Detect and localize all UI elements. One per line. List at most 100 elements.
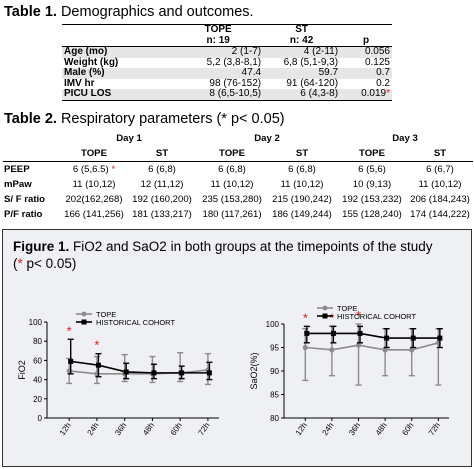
cell-p: 0.125 — [364, 56, 390, 68]
row-label: Age (mo) — [62, 46, 174, 58]
data-point — [382, 347, 388, 353]
row-label: S/ F ratio — [4, 194, 46, 205]
data-point — [68, 358, 74, 364]
row-label: mPaw — [4, 179, 32, 190]
x-tick-label: 72h — [197, 421, 212, 437]
series-line — [306, 332, 440, 339]
table2-title-rest: Respiratory parameters (* p< 0.05) — [56, 111, 285, 127]
table2-day-3: Day 3 — [392, 133, 418, 144]
table1-header-tope-n: n: 19 — [173, 35, 264, 47]
table1-header-tope: TOPE — [173, 24, 264, 36]
row-label: P/F ratio — [4, 209, 43, 220]
row-label: Male (%) — [62, 67, 174, 79]
data-point — [409, 347, 415, 353]
data-point — [151, 370, 157, 376]
table-row: Male (%) 47.4 59.7 0.7 — [62, 67, 392, 79]
y-tick-label: 20 — [33, 395, 42, 404]
table-cell: 155 (128,240) — [342, 209, 402, 220]
y-axis-label: FiO2 — [17, 360, 27, 380]
table-cell: 6 (6,7) — [426, 164, 454, 175]
cell-tope: 2 (1-7) — [173, 46, 264, 58]
table2-day-1: Day 1 — [116, 133, 142, 144]
x-tick-label: 36h — [113, 421, 128, 437]
table1-subheader-row: n: 19 n: 42 p — [62, 35, 392, 47]
x-tick-label: 12h — [58, 421, 73, 437]
table-cell: 186 (149,244) — [272, 209, 332, 220]
significance-star: * — [303, 310, 308, 325]
table-cell: 11 (10,12) — [72, 179, 116, 190]
table-cell: 6 (6,8) — [148, 164, 176, 175]
cell-st: 91 (64-120) — [286, 77, 339, 89]
cell-tope: 8 (6,5-10,5) — [173, 88, 264, 101]
legend-label: TOPE — [96, 310, 116, 319]
cell-tope: 47.4 — [173, 67, 264, 79]
x-tick-label: 24h — [86, 421, 101, 437]
cell-p: 0.2 — [376, 77, 390, 89]
data-point — [123, 369, 129, 375]
y-tick-label: 0 — [38, 414, 43, 423]
cell-tope: 98 (76-152) — [209, 77, 262, 89]
table-cell: 12 (11,12) — [140, 179, 184, 190]
data-point — [95, 362, 101, 368]
p-value: 0.019 — [361, 88, 387, 99]
table2: Day 1 Day 2 Day 3 TOPE ST TOPE ST TOPE S… — [3, 131, 473, 222]
table2-col-header: ST — [267, 146, 337, 162]
y-tick-label: 60 — [33, 356, 42, 365]
table-cell: 235 (153,280) — [202, 194, 262, 205]
table2-col-header: ST — [407, 146, 473, 162]
significance-star: * — [386, 88, 390, 99]
cell-p: 0.056 — [340, 46, 392, 58]
table2-col-header: ST — [127, 146, 197, 162]
table2-header-row: TOPE ST TOPE ST TOPE ST — [3, 146, 473, 162]
table-row: P/F ratio 166 (141,256) 181 (133,217) 18… — [3, 207, 473, 222]
table2-col-header: TOPE — [61, 146, 127, 162]
data-point — [329, 347, 335, 353]
legend-marker — [81, 311, 87, 317]
table1-header-p: p — [340, 35, 392, 47]
figure1-title-rest2: p< 0.05) — [22, 256, 77, 271]
table-cell: 6 (6,8) — [288, 164, 316, 175]
legend-label: HISTORICAL COHORT — [337, 312, 416, 321]
x-tick-label: 60h — [169, 421, 184, 437]
x-tick-label: 48h — [374, 421, 389, 437]
table1-title-rest: Demographics and outcomes. — [56, 4, 254, 20]
table-cell: 181 (133,217) — [132, 209, 192, 220]
data-point — [206, 370, 212, 376]
figure1-title-rest: FiO2 and SaO2 in both groups at the time… — [69, 239, 433, 254]
series-historical-cohort — [303, 325, 443, 349]
table-row: mPaw 11 (10,12) 12 (11,12) 11 (10,12) 11… — [3, 177, 473, 192]
data-point — [437, 335, 443, 341]
table-row: Age (mo) 2 (1-7) 4 (2-11) 0.056 — [62, 46, 392, 58]
data-point — [410, 335, 416, 341]
figure1-title-open: ( — [13, 256, 18, 271]
legend-label: TOPE — [337, 304, 357, 313]
table-row: PICU LOS 8 (6,5-10,5) 6 (4,3-8) 0.019* — [62, 88, 392, 101]
x-tick-label: 24h — [321, 421, 336, 437]
table2-title-bold: Table 2. — [4, 111, 57, 127]
table-cell: 6 (5,6.5) * — [61, 162, 127, 178]
x-tick-label: 72h — [427, 421, 442, 437]
table-cell: 215 (190,242) — [272, 194, 332, 205]
table-cell: 202(162,268) — [65, 194, 123, 205]
table-cell: 174 (144,222) — [410, 209, 470, 220]
figure1-title: Figure 1. FiO2 and SaO2 in both groups a… — [13, 238, 432, 272]
table2-day-row: Day 1 Day 2 Day 3 — [3, 131, 473, 146]
table-cell: 11 (10,12) — [280, 179, 324, 190]
row-label: IMV hr — [64, 77, 95, 89]
table1-title-bold: Table 1. — [4, 4, 57, 20]
table-cell: 11 (10,12) — [418, 179, 462, 190]
table2-col-header: TOPE — [337, 146, 407, 162]
series-tope — [66, 352, 211, 386]
x-tick-label: 48h — [141, 421, 156, 437]
x-tick-label: 60h — [400, 421, 415, 437]
table-cell: 10 (9,13) — [352, 179, 392, 190]
table-row: S/ F ratio 202(162,268) 192 (160,200) 23… — [3, 192, 473, 207]
data-point — [179, 370, 185, 376]
y-tick-label: 85 — [270, 391, 279, 400]
legend-marker — [322, 305, 328, 311]
significance-star: * — [329, 310, 334, 325]
y-tick-label: 95 — [270, 344, 279, 353]
table-cell: 166 (141,256) — [64, 209, 124, 220]
